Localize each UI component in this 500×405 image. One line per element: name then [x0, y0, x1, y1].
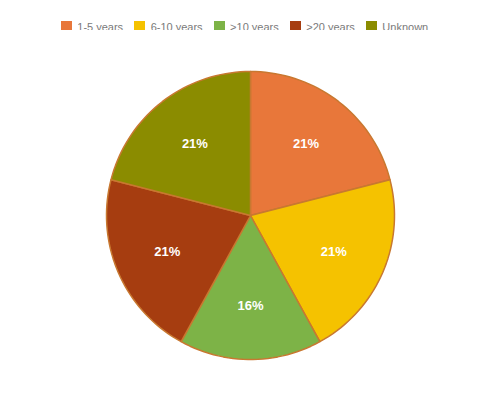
html-text:Unknown: Unknown — [382, 20, 429, 33]
html-text:>20 years: >20 years — [306, 20, 355, 33]
html-text:1-5 years: 1-5 years — [77, 20, 124, 33]
svg-text:21%: 21% — [321, 244, 347, 259]
svg-text:21%: 21% — [293, 136, 319, 151]
svg-text:21%: 21% — [182, 136, 208, 151]
svg-text:16%: 16% — [237, 298, 263, 313]
html-text:6-10 years: 6-10 years — [150, 20, 203, 33]
html-text:>10 years: >10 years — [230, 20, 279, 33]
svg-text:21%: 21% — [154, 244, 180, 259]
